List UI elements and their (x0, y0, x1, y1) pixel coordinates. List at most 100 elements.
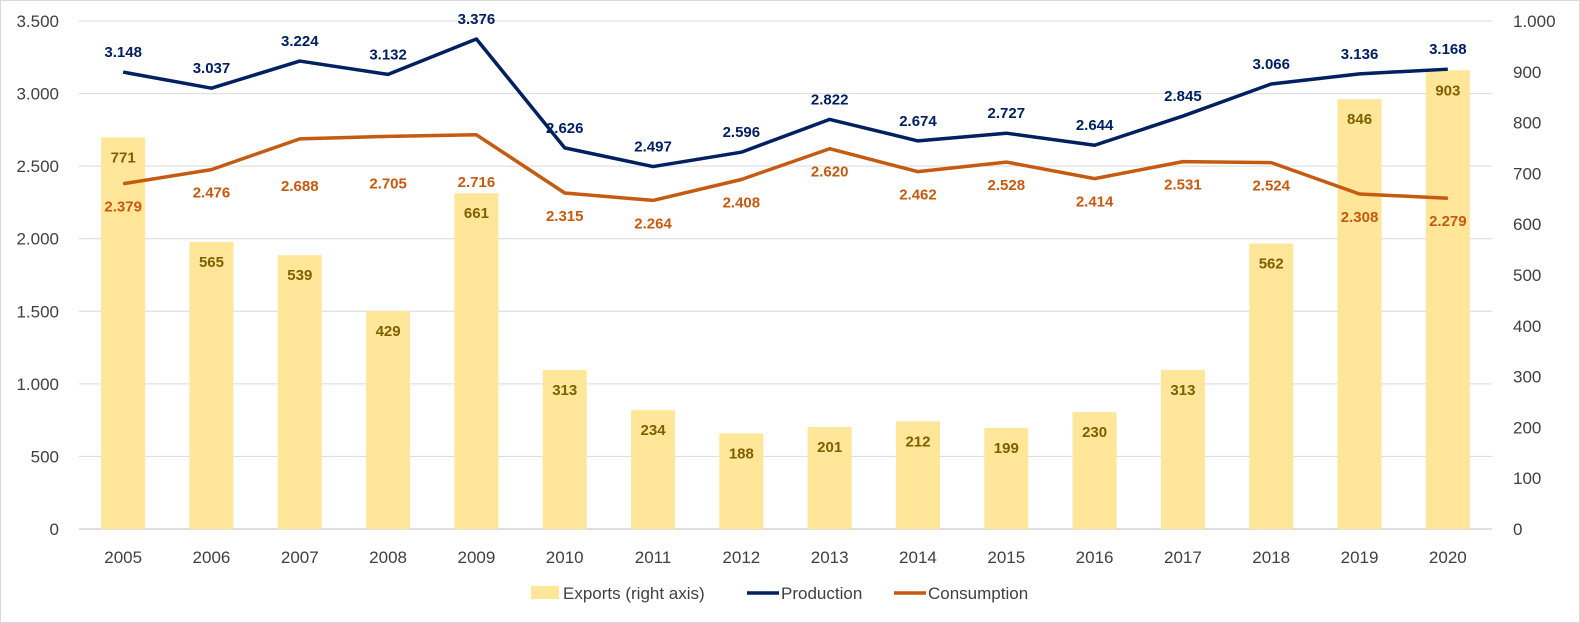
y-right-tick-label: 300 (1513, 368, 1541, 387)
exports-bar (101, 137, 146, 529)
exports-data-label: 562 (1259, 256, 1284, 273)
consumption-data-label: 2.315 (546, 208, 584, 225)
y-left-tick-label: 1.500 (16, 302, 59, 321)
x-tick-label: 2009 (457, 548, 495, 567)
y-left-tick-label: 500 (31, 447, 59, 466)
exports-bar (1160, 369, 1205, 529)
consumption-data-label: 2.620 (811, 164, 849, 181)
exports-bar (366, 311, 411, 529)
exports-bar (1337, 99, 1382, 530)
y-right-tick-label: 400 (1513, 317, 1541, 336)
legend-exports-swatch (531, 586, 559, 599)
data-labels: 771 565 539 429 661 313 234 188 201 212 199 230 313 5… (104, 11, 1466, 462)
exports-bar (189, 241, 234, 530)
consumption-line (122, 133, 1448, 203)
axes: 0 500 1.000 1.500 2.000 2.500 3.000 3.500 0 100 20… (16, 12, 1555, 567)
production-data-label: 3.376 (458, 11, 496, 28)
exports-data-label: 188 (729, 445, 754, 462)
exports-data-label: 846 (1347, 111, 1372, 128)
x-tick-label: 2011 (635, 548, 672, 567)
y-left-tick-label: 2.000 (16, 230, 59, 249)
consumption-data-label: 2.705 (369, 175, 407, 192)
x-tick-label: 2016 (1076, 548, 1114, 567)
y-right-tick-label: 200 (1513, 418, 1541, 437)
y-right-tick-label: 800 (1513, 114, 1541, 133)
exports-bar (895, 421, 940, 529)
y-left-tick-label: 1.000 (16, 375, 59, 394)
y-left-tick-label: 2.500 (16, 157, 59, 176)
x-tick-label: 2015 (987, 548, 1025, 567)
x-tick-label: 2005 (104, 548, 142, 567)
y-left-tick-label: 3.000 (16, 85, 59, 104)
exports-data-label: 313 (552, 382, 577, 399)
exports-data-label: 313 (1170, 382, 1195, 399)
y-right-tick-label: 900 (1513, 63, 1541, 82)
consumption-data-label: 2.264 (634, 215, 672, 232)
consumption-data-label: 2.531 (1164, 177, 1202, 194)
y-right-tick-label: 500 (1513, 266, 1541, 285)
production-data-label: 2.644 (1076, 117, 1114, 134)
exports-data-label: 234 (641, 422, 667, 439)
production-data-label: 3.066 (1252, 56, 1290, 73)
exports-data-label: 565 (199, 254, 224, 271)
consumption-data-label: 2.476 (193, 185, 231, 202)
y-right-tick-label: 600 (1513, 215, 1541, 234)
lines (122, 37, 1448, 203)
exports-data-label: 429 (376, 323, 401, 340)
exports-data-label: 771 (111, 149, 136, 166)
consumption-data-label: 2.408 (723, 194, 761, 211)
x-tick-label: 2017 (1164, 548, 1202, 567)
consumption-data-label: 2.716 (458, 174, 496, 191)
production-data-label: 3.168 (1429, 41, 1467, 58)
x-tick-label: 2010 (546, 548, 584, 567)
legend-consumption-label: Consumption (928, 584, 1028, 603)
exports-data-label: 539 (287, 267, 312, 284)
x-tick-label: 2007 (281, 548, 319, 567)
exports-bar (807, 426, 852, 529)
y-right-tick-label: 100 (1513, 469, 1541, 488)
x-tick-label: 2019 (1341, 548, 1379, 567)
x-tick-label: 2020 (1429, 548, 1467, 567)
legend-production-label: Production (781, 584, 862, 603)
x-tick-label: 2018 (1252, 548, 1290, 567)
legend: Exports (right axis) Production Consumptio… (531, 584, 1028, 603)
exports-bar (719, 433, 764, 529)
x-tick-label: 2013 (811, 548, 849, 567)
production-data-label: 2.727 (988, 105, 1026, 122)
production-data-label: 3.224 (281, 33, 319, 50)
y-right-tick-label: 0 (1513, 520, 1522, 539)
consumption-data-label: 2.414 (1076, 194, 1114, 211)
exports-bar (542, 369, 587, 529)
exports-data-label: 201 (817, 439, 842, 456)
exports-bars (101, 70, 1470, 530)
production-data-label: 2.626 (546, 120, 584, 137)
consumption-data-label: 2.688 (281, 178, 319, 195)
production-line (122, 37, 1448, 169)
y-left-tick-label: 0 (50, 520, 59, 539)
production-data-label: 2.822 (811, 91, 849, 108)
production-data-label: 2.596 (723, 124, 761, 141)
production-data-label: 3.136 (1341, 46, 1379, 63)
production-data-label: 3.148 (104, 44, 142, 61)
consumption-data-label: 2.308 (1341, 209, 1379, 226)
y-right-tick-label: 1.000 (1513, 12, 1556, 31)
legend-exports-label: Exports (right axis) (563, 584, 705, 603)
exports-data-label: 199 (994, 440, 1019, 457)
exports-bar (454, 193, 499, 529)
x-tick-label: 2006 (193, 548, 231, 567)
consumption-data-label: 2.379 (104, 199, 142, 216)
consumption-data-label: 2.462 (899, 187, 937, 204)
exports-bar (277, 255, 322, 530)
x-tick-label: 2008 (369, 548, 407, 567)
y-left-tick-label: 3.500 (16, 12, 59, 31)
y-right-tick-label: 700 (1513, 164, 1541, 183)
consumption-data-label: 2.524 (1252, 178, 1290, 195)
exports-bar (1072, 412, 1117, 529)
production-data-label: 2.845 (1164, 88, 1202, 105)
production-data-label: 3.132 (369, 46, 407, 63)
production-data-label: 3.037 (193, 60, 231, 77)
exports-bar (1425, 70, 1470, 529)
exports-bar (1249, 243, 1294, 529)
exports-bar (984, 427, 1029, 529)
